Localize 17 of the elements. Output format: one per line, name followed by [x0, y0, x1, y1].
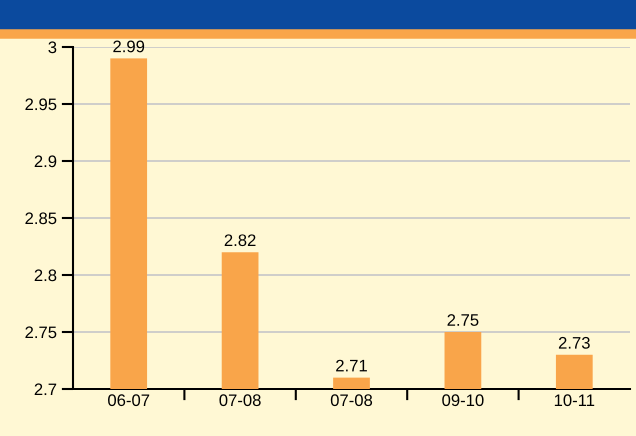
data-label: 2.82: [224, 234, 256, 246]
data-label: 2.71: [336, 360, 367, 372]
data-label: 2.73: [558, 336, 590, 349]
y-tick-label: 2.95: [25, 98, 56, 110]
y-tick-label: 2.9: [34, 155, 56, 168]
x-tick-label: 07-08: [219, 394, 261, 406]
y-tick-label: 2.7: [34, 383, 56, 396]
y-tick-label: 2.85: [25, 212, 56, 224]
y-tick-label: 2.75: [25, 326, 56, 338]
x-tick-label: 06-07: [108, 394, 150, 406]
x-tick-label: 09-10: [442, 394, 484, 406]
data-label: 2.75: [448, 314, 478, 326]
y-tick-label: 3: [48, 41, 56, 54]
x-tick-label: 07-08: [330, 394, 372, 406]
x-tick-label: 10-11: [554, 394, 594, 406]
data-label: 2.99: [113, 40, 144, 52]
y-tick-label: 2.8: [34, 269, 56, 282]
